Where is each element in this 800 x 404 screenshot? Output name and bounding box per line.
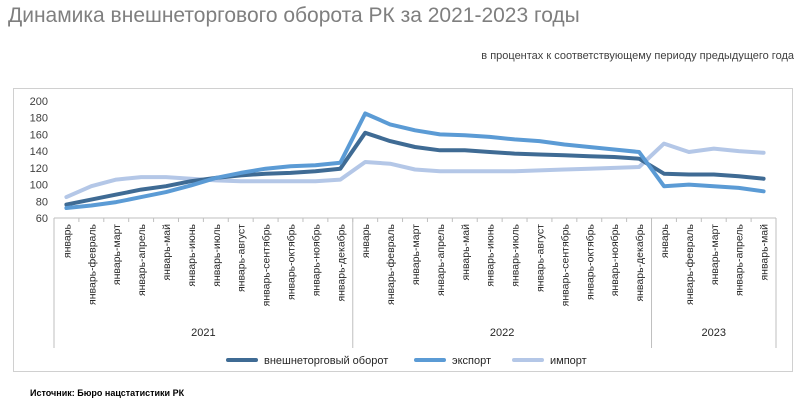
legend-label: импорт [550,355,587,367]
x-tick-label: январь [659,223,671,258]
y-tick-label: 80 [36,196,48,208]
chart-title: Динамика внешнеторгового оборота РК за 2… [8,4,580,27]
x-tick-label: январь-октябрь [286,223,298,299]
x-tick-label: январь-август [534,224,546,292]
y-tick-label: 180 [30,113,48,125]
x-tick-label: январь-ноябрь [310,223,322,296]
x-tick-label: январь-декабрь [335,223,347,301]
x-tick-label: январь-март [111,224,123,285]
legend-label: экспорт [452,355,491,367]
x-tick-label: январь-февраль [385,223,397,304]
x-tick-label: январь-ноябрь [609,223,621,296]
x-tick-label: январь-октябрь [584,223,596,299]
year-label: 2022 [490,327,514,339]
x-tick-label: январь-декабрь [634,223,646,301]
x-tick-label: январь-июнь [186,223,198,286]
year-label: 2023 [702,327,726,339]
x-tick-label: январь-май [460,224,472,281]
x-tick-label: январь-февраль [684,223,696,304]
chart-subtitle: в процентах к соответствующему периоду п… [481,50,794,62]
y-tick-label: 60 [36,213,48,225]
x-tick-label: январь-июль [211,223,223,286]
x-tick-label: январь-май [759,224,771,281]
x-tick-label: январь-апрель [734,223,746,296]
x-tick-label: январь-февраль [86,223,98,304]
y-tick-label: 120 [30,163,48,175]
year-label: 2021 [191,327,215,339]
x-tick-label: январь-июль [510,223,522,286]
y-tick-label: 100 [30,180,48,192]
x-tick-label: январь-апрель [136,223,148,296]
x-tick-label: январь-сентябрь [559,223,571,306]
source-note: Источник: Бюро нацстатистики РК [30,388,185,398]
x-tick-label: январь [360,223,372,258]
x-tick-label: январь-апрель [435,223,447,296]
x-tick-label: январь-сентябрь [261,223,273,306]
legend-label: внешнеторговый оборот [264,355,388,367]
x-tick-label: январь-март [709,224,721,285]
x-tick-label: январь-август [236,224,248,292]
x-tick-label: январь-март [410,224,422,285]
x-tick-label: январь-май [161,224,173,281]
chart-frame [13,88,793,372]
x-tick-label: январь-июнь [485,223,497,286]
y-tick-label: 200 [30,96,48,108]
series-line-2 [64,141,766,200]
x-tick-label: январь [61,223,73,258]
y-tick-label: 160 [30,129,48,141]
series-line-1 [64,111,766,210]
y-tick-label: 140 [30,146,48,158]
